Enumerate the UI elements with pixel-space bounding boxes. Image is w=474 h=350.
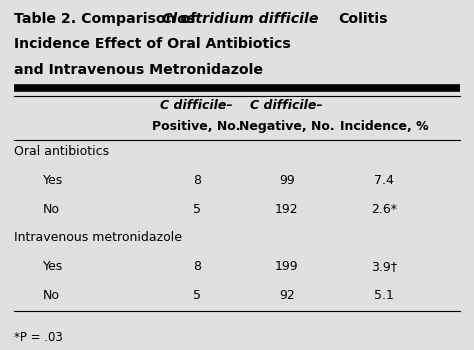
Text: and Intravenous Metronidazole: and Intravenous Metronidazole <box>14 63 263 77</box>
Text: 3.9†: 3.9† <box>371 260 397 273</box>
Text: Intravenous metronidazole: Intravenous metronidazole <box>14 231 182 244</box>
Text: 5.1: 5.1 <box>374 289 394 302</box>
Text: Incidence Effect of Oral Antibiotics: Incidence Effect of Oral Antibiotics <box>14 37 291 51</box>
Text: 5: 5 <box>193 203 201 216</box>
Text: No: No <box>43 289 60 302</box>
Text: 8: 8 <box>193 174 201 187</box>
Text: 192: 192 <box>275 203 299 216</box>
Text: 92: 92 <box>279 289 295 302</box>
Text: C difficile–: C difficile– <box>160 99 233 112</box>
Text: 99: 99 <box>279 174 295 187</box>
Text: 8: 8 <box>193 260 201 273</box>
Text: Colitis: Colitis <box>338 12 388 26</box>
Text: No: No <box>43 203 60 216</box>
Text: *P = .03: *P = .03 <box>14 331 63 344</box>
Text: 199: 199 <box>275 260 299 273</box>
Text: Clostridium difficile: Clostridium difficile <box>162 12 319 26</box>
Text: Negative, No.: Negative, No. <box>239 120 335 133</box>
Text: 2.6*: 2.6* <box>371 203 397 216</box>
Text: Positive, No.: Positive, No. <box>153 120 241 133</box>
Text: 5: 5 <box>193 289 201 302</box>
Text: Table 2. Comparison of: Table 2. Comparison of <box>14 12 201 26</box>
Text: Yes: Yes <box>43 174 63 187</box>
Text: Oral antibiotics: Oral antibiotics <box>14 145 109 158</box>
Text: Incidence, %: Incidence, % <box>340 120 428 133</box>
Text: C difficile–: C difficile– <box>250 99 323 112</box>
Text: 7.4: 7.4 <box>374 174 394 187</box>
Text: Yes: Yes <box>43 260 63 273</box>
